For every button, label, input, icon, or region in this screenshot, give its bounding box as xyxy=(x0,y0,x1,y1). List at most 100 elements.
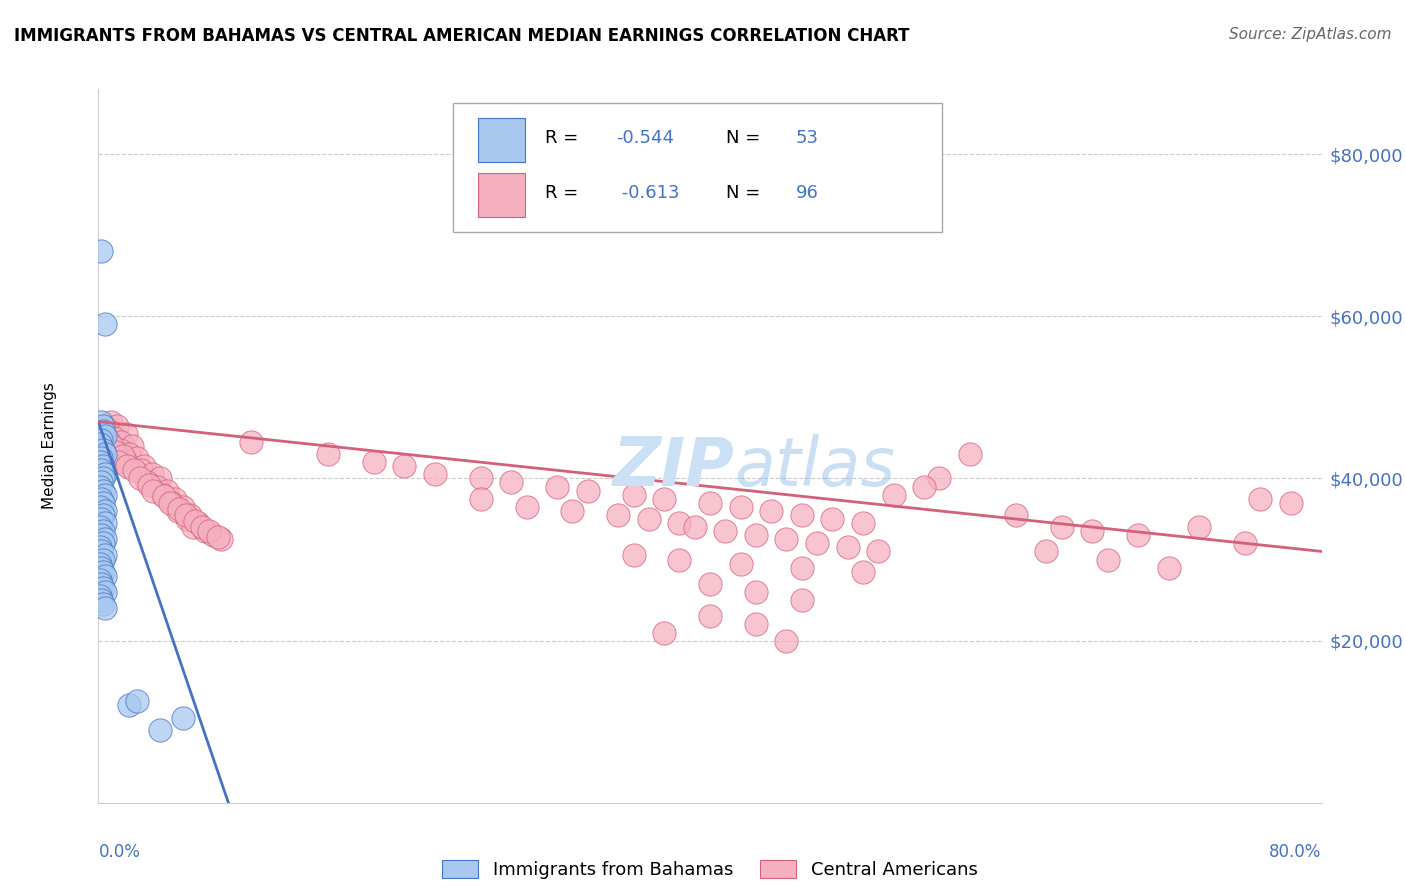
Point xyxy=(668,516,690,530)
Point xyxy=(790,560,813,574)
Point xyxy=(179,508,201,522)
FancyBboxPatch shape xyxy=(478,118,526,162)
Point xyxy=(91,508,114,522)
Point xyxy=(912,479,935,493)
Point xyxy=(652,491,675,506)
Point xyxy=(91,483,114,498)
Point xyxy=(93,585,115,599)
Point xyxy=(93,549,115,563)
Point xyxy=(775,633,797,648)
Point xyxy=(576,483,599,498)
Point xyxy=(108,443,131,458)
Point xyxy=(89,541,111,555)
Point xyxy=(187,516,209,530)
Point xyxy=(93,516,115,530)
Point xyxy=(138,478,160,492)
Point xyxy=(89,437,111,451)
Point xyxy=(107,455,129,469)
Point xyxy=(91,565,114,579)
Point xyxy=(546,479,568,493)
Point xyxy=(91,524,114,538)
Point xyxy=(714,524,737,538)
Point xyxy=(149,471,172,485)
Point xyxy=(501,475,523,490)
Point xyxy=(174,508,197,522)
Point xyxy=(852,516,875,530)
Point xyxy=(90,463,112,477)
Point xyxy=(90,244,112,259)
Point xyxy=(93,318,115,332)
Point xyxy=(90,593,112,607)
Point xyxy=(125,451,148,466)
Point xyxy=(160,496,183,510)
Point xyxy=(167,504,190,518)
Point xyxy=(97,423,120,437)
Point xyxy=(93,568,115,582)
Point xyxy=(93,504,115,518)
Point xyxy=(90,451,112,466)
Point xyxy=(93,601,115,615)
Point xyxy=(90,512,112,526)
Point xyxy=(745,617,768,632)
Point xyxy=(91,459,114,474)
Point xyxy=(1081,524,1104,538)
Point xyxy=(423,467,446,482)
Point xyxy=(194,524,217,538)
Point xyxy=(90,544,112,558)
Point xyxy=(91,471,114,485)
Point xyxy=(607,508,630,522)
Point xyxy=(129,463,152,477)
Point xyxy=(172,711,194,725)
Point xyxy=(159,496,181,510)
Text: atlas: atlas xyxy=(734,434,896,500)
Legend: Immigrants from Bahamas, Central Americans: Immigrants from Bahamas, Central America… xyxy=(434,853,986,887)
Point xyxy=(91,418,114,433)
Point xyxy=(184,514,207,528)
Point xyxy=(134,459,156,474)
Point xyxy=(97,433,120,447)
Point xyxy=(191,520,214,534)
Point xyxy=(1035,544,1057,558)
Point xyxy=(316,447,339,461)
Point xyxy=(209,533,232,547)
Point xyxy=(91,581,114,595)
Point xyxy=(104,445,127,459)
Point xyxy=(111,449,134,463)
Point xyxy=(1234,536,1257,550)
Point xyxy=(115,455,138,469)
Point xyxy=(1128,528,1150,542)
Text: -0.613: -0.613 xyxy=(616,184,679,202)
Point xyxy=(101,439,124,453)
Point xyxy=(837,541,859,555)
Point xyxy=(153,489,176,503)
Point xyxy=(623,549,645,563)
Point xyxy=(90,433,112,447)
Text: N =: N = xyxy=(725,128,766,146)
Point xyxy=(699,577,721,591)
Point xyxy=(868,544,890,558)
Point xyxy=(181,520,204,534)
Point xyxy=(852,565,875,579)
Point xyxy=(128,471,150,485)
Point xyxy=(683,520,706,534)
Point xyxy=(105,418,128,433)
Point xyxy=(89,573,111,587)
Point xyxy=(1097,552,1119,566)
Point xyxy=(121,439,143,453)
Point xyxy=(117,459,139,474)
Point xyxy=(103,431,125,445)
Point xyxy=(730,557,752,571)
Point xyxy=(93,533,115,547)
Point xyxy=(91,425,114,439)
Point xyxy=(928,471,950,485)
Point xyxy=(93,488,115,502)
Point xyxy=(470,491,492,506)
Point xyxy=(699,496,721,510)
Point xyxy=(392,459,416,474)
Point xyxy=(637,512,661,526)
Point xyxy=(561,504,583,518)
Point xyxy=(1188,520,1211,534)
Point xyxy=(110,434,132,449)
FancyBboxPatch shape xyxy=(453,103,942,232)
Point xyxy=(90,577,112,591)
